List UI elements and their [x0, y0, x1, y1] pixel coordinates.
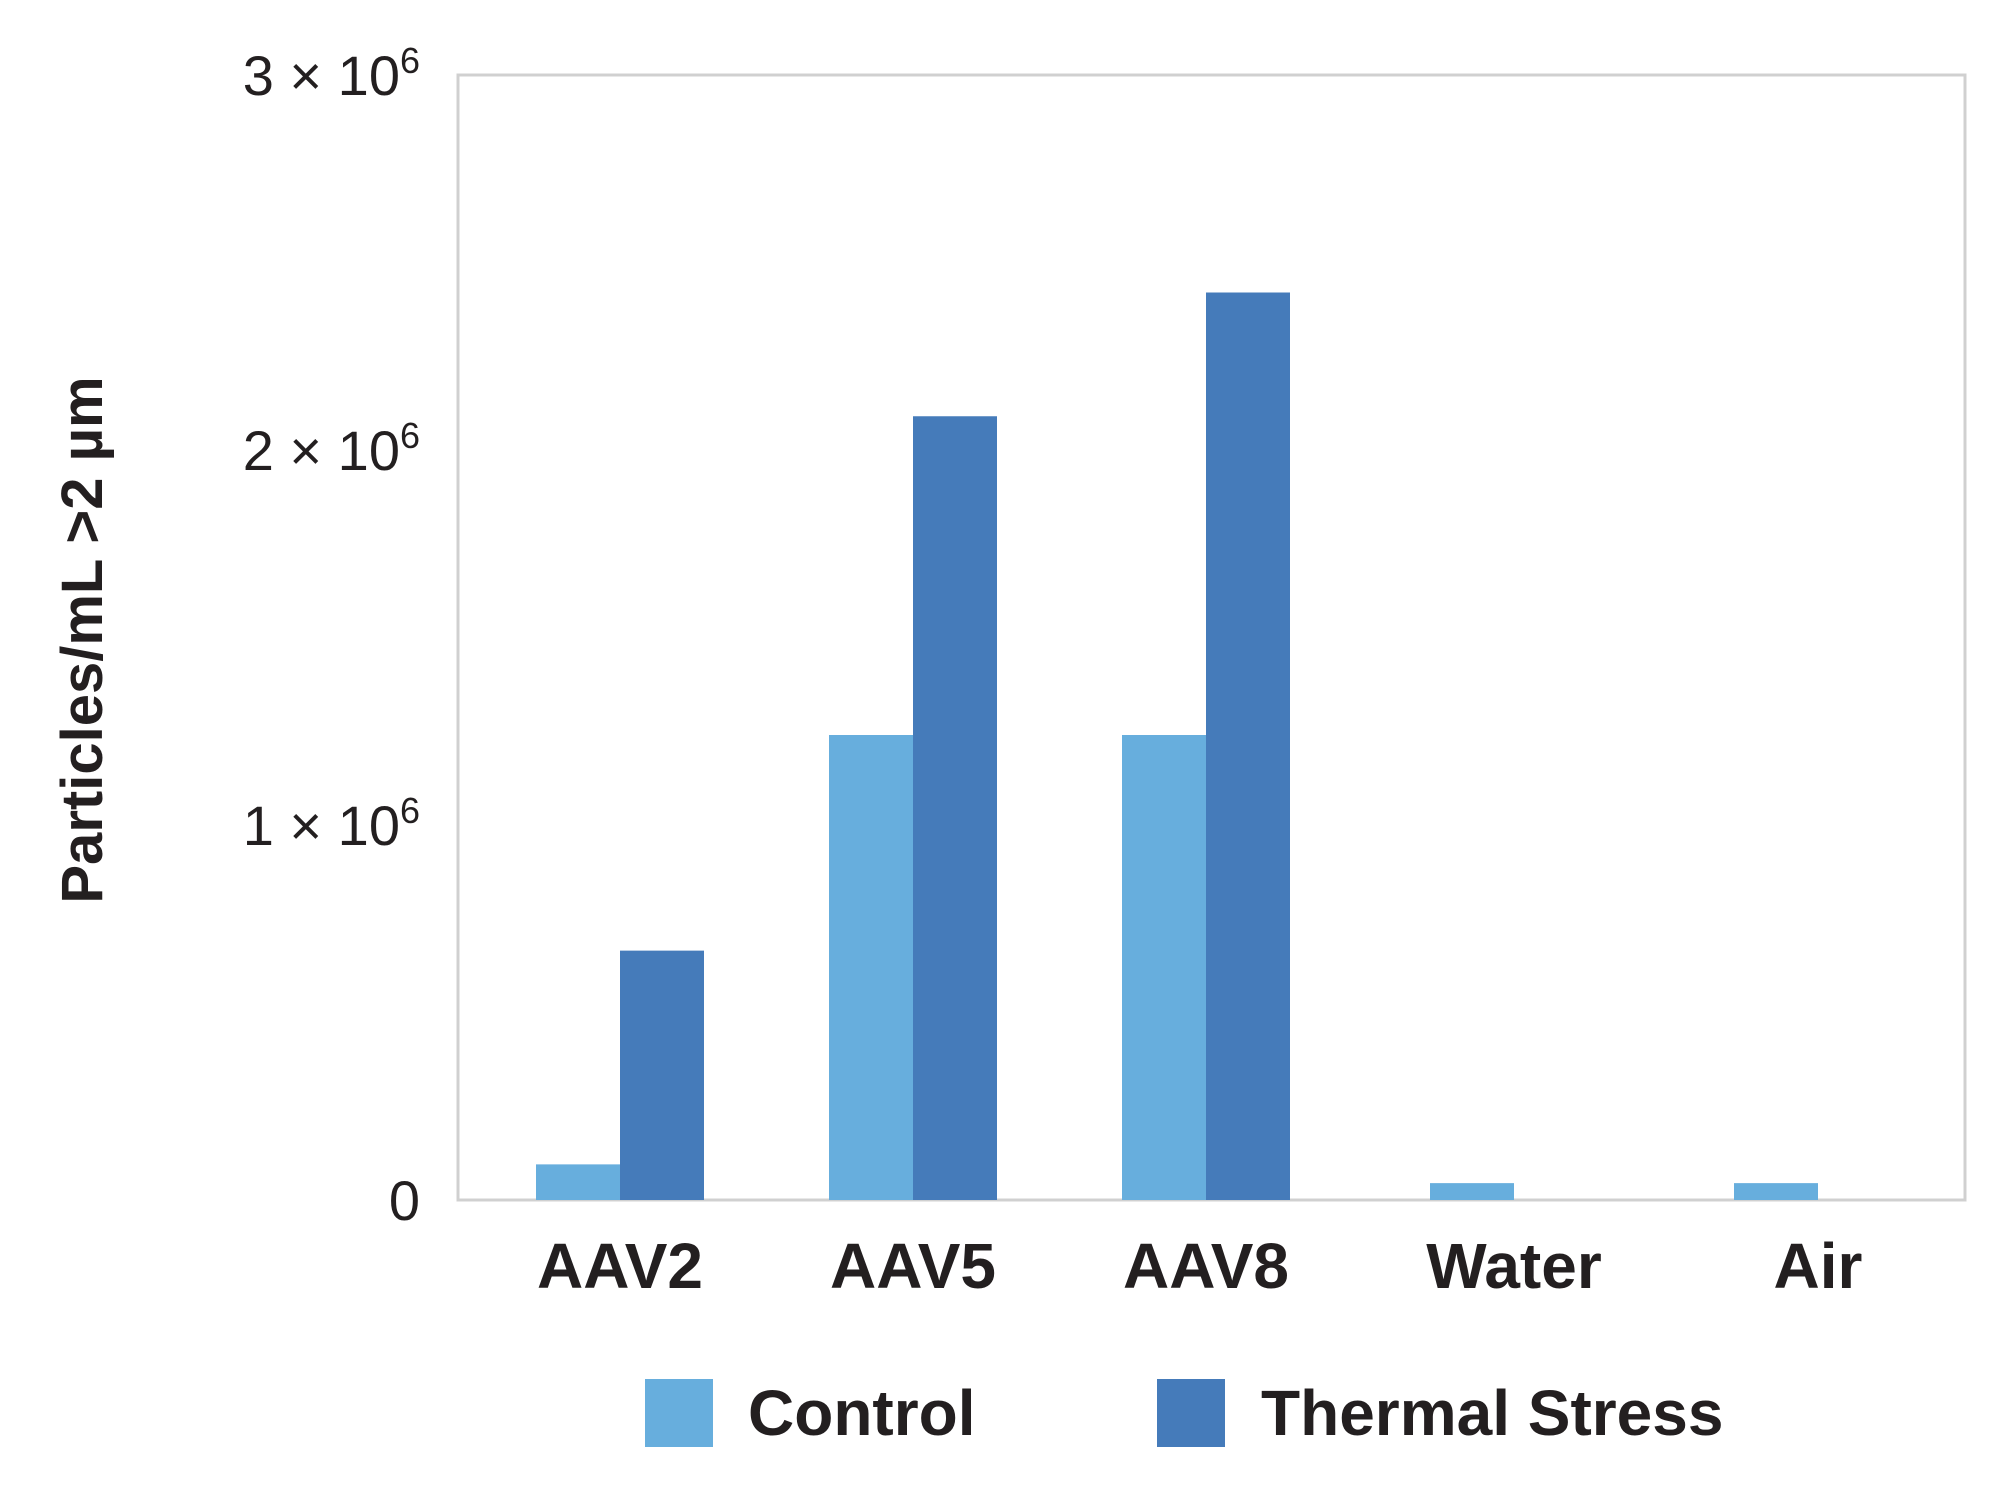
y-tick-label: 2 × 106	[243, 415, 420, 482]
bar-aav5-thermal-stress	[913, 416, 997, 1200]
bar-aav5-control	[829, 735, 913, 1200]
bar-water-control	[1430, 1183, 1514, 1200]
x-tick-label: Water	[1426, 1230, 1601, 1302]
x-axis-categories: AAV2 AAV5 AAV8 Water Air	[537, 1230, 1862, 1302]
x-tick-label: Air	[1774, 1230, 1863, 1302]
bar-aav2-control	[536, 1164, 620, 1200]
bar-aav2-thermal-stress	[620, 950, 704, 1200]
y-tick-label: 1 × 106	[243, 790, 420, 857]
bar-aav8-control	[1122, 735, 1206, 1200]
y-tick-label: 3 × 106	[243, 40, 420, 107]
x-tick-label: AAV5	[830, 1230, 996, 1302]
legend: Control Thermal Stress	[645, 1377, 1723, 1449]
x-tick-label: AAV8	[1123, 1230, 1289, 1302]
y-tick-label: 0	[389, 1169, 420, 1232]
legend-swatch-control	[645, 1379, 713, 1447]
bar-aav8-thermal-stress	[1206, 292, 1290, 1200]
legend-swatch-thermal-stress	[1157, 1379, 1225, 1447]
legend-label: Thermal Stress	[1261, 1377, 1723, 1449]
legend-label: Control	[748, 1377, 976, 1449]
x-tick-label: AAV2	[537, 1230, 703, 1302]
y-axis-ticks: 0 1 × 106 2 × 106 3 × 106	[243, 40, 420, 1232]
bar-air-control	[1734, 1183, 1818, 1200]
y-axis-title: Particles/mL >2 µm	[50, 376, 115, 903]
bars-group	[536, 292, 1818, 1200]
